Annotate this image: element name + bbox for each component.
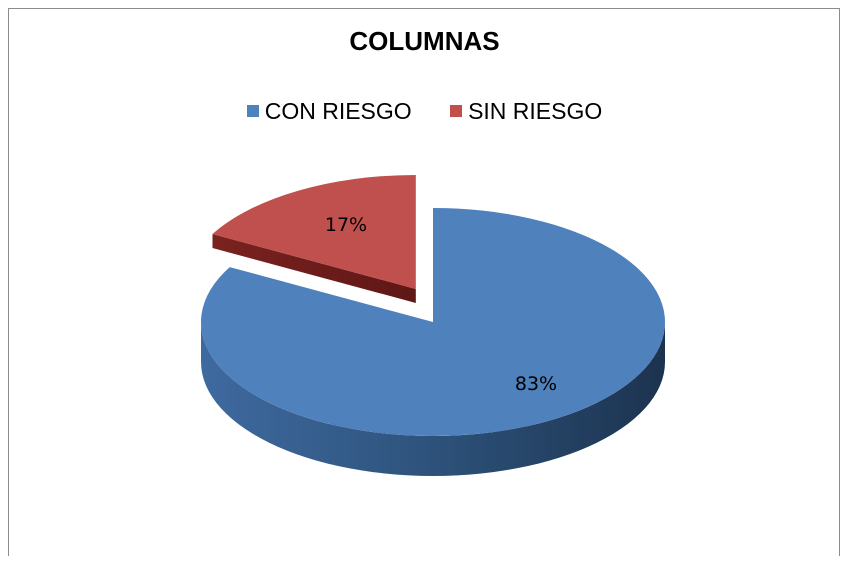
pie-slice-sin-riesgo: [212, 174, 416, 289]
legend-swatch-sin-riesgo: [450, 105, 463, 117]
pie-slice-side-sin-riesgo: [212, 234, 416, 303]
chart-legend: CON RIESGO SIN RIESGO: [0, 96, 849, 125]
data-label-sin-riesgo: 17%: [325, 214, 367, 236]
pie-slice-con-riesgo: [201, 208, 665, 436]
legend-label-con-riesgo: CON RIESGO: [264, 97, 412, 124]
legend-swatch-con-riesgo: [246, 105, 259, 117]
legend-item-con-riesgo: CON RIESGO: [246, 97, 412, 125]
chart-title: COLUMNAS: [349, 26, 500, 56]
pie-slice-side-con-riesgo: [201, 322, 665, 476]
data-label-con-riesgo: 83%: [515, 373, 557, 395]
legend-label-sin-riesgo: SIN RIESGO: [468, 97, 603, 124]
legend-item-sin-riesgo: SIN RIESGO: [450, 98, 602, 125]
